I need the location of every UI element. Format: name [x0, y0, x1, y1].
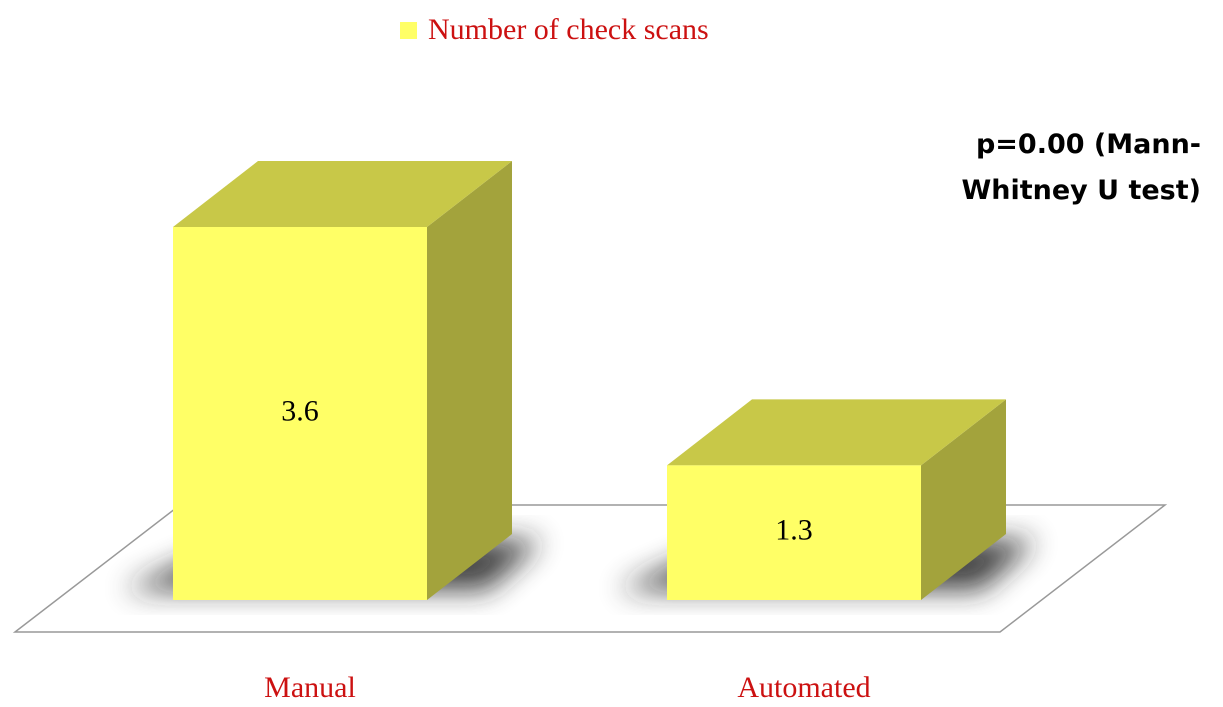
bar-side: [921, 399, 1006, 600]
bar-top: [173, 161, 512, 228]
legend-label: Number of check scans: [428, 13, 709, 46]
bar-side: [427, 161, 512, 601]
bar: [173, 161, 512, 601]
bar-front: [667, 465, 921, 600]
value-label: 1.3: [775, 514, 813, 547]
x-tick-label: Automated: [737, 671, 870, 704]
x-tick-label: Manual: [264, 671, 356, 704]
bar: [667, 399, 1006, 600]
bar-top: [667, 399, 1006, 466]
legend-swatch: [400, 22, 417, 39]
value-label: 3.6: [281, 394, 319, 427]
bar-front: [173, 227, 427, 601]
annotation: p=0.00 (Mann-Whitney U test): [961, 129, 1201, 206]
